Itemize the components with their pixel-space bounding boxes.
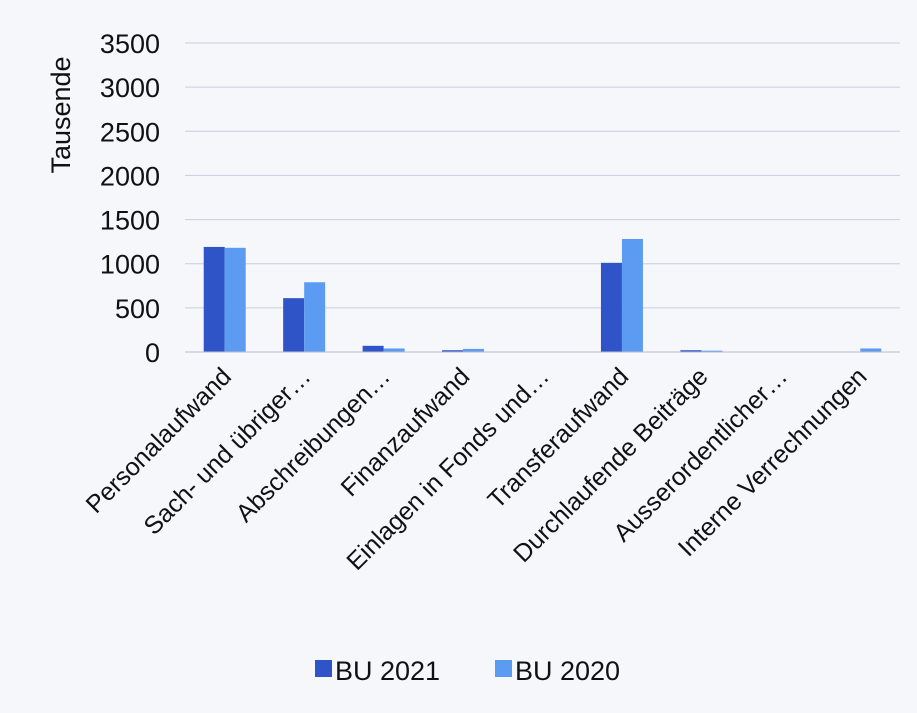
y-axis: 0 500 1000 1500 2000 2500 3000 3500 [100, 29, 160, 368]
legend: BU 2021 BU 2020 [315, 656, 620, 686]
bar-bu-2020 [860, 348, 881, 352]
y-tick-label: 3500 [100, 29, 160, 59]
legend-label: BU 2020 [515, 656, 620, 686]
y-tick-label: 2000 [100, 161, 160, 191]
bar-bu-2021 [204, 247, 225, 352]
bar-bu-2020 [225, 248, 246, 352]
bar-bu-2021 [601, 263, 622, 352]
bar-bu-2020 [304, 282, 325, 352]
y-tick-label: 1000 [100, 250, 160, 280]
bar-bu-2020 [622, 239, 643, 352]
legend-swatch [315, 660, 332, 677]
y-tick-label: 500 [115, 294, 160, 324]
y-axis-label: Tausende [46, 56, 76, 173]
y-tick-label: 3000 [100, 73, 160, 103]
bar-bu-2021 [363, 346, 384, 352]
bar-bu-2020 [384, 348, 405, 352]
y-tick-label: 1500 [100, 206, 160, 236]
x-tick-label: Transferaufwand [482, 362, 634, 514]
x-tick-label: Personalaufwand [81, 362, 237, 518]
bar-bu-2021 [283, 298, 304, 352]
x-tick-label: Abschreibungen… [231, 362, 396, 527]
y-tick-label: 2500 [100, 117, 160, 147]
legend-label: BU 2021 [335, 656, 440, 686]
gridlines [185, 43, 900, 308]
bars [204, 239, 882, 352]
y-tick-label: 0 [145, 338, 160, 368]
legend-swatch [495, 660, 512, 677]
